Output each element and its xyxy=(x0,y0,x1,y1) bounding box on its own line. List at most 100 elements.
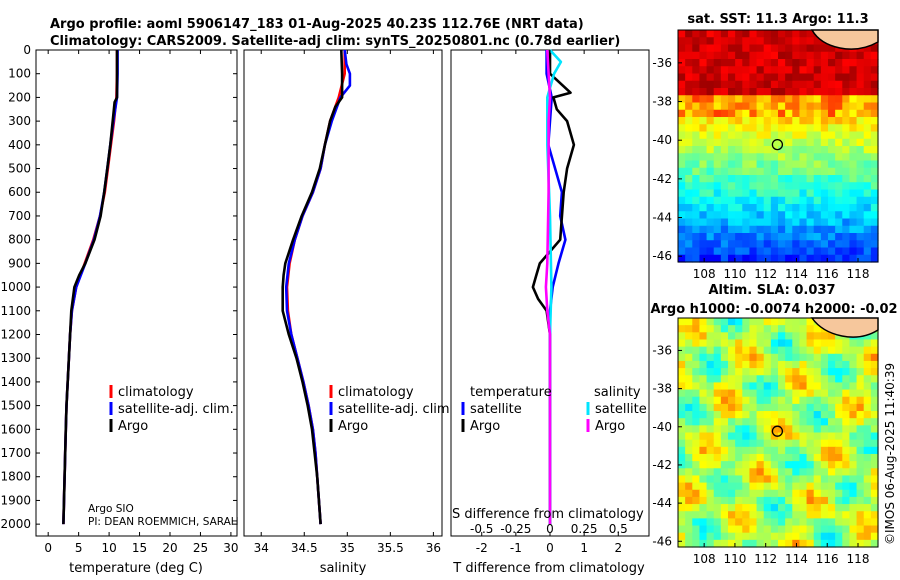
map-cell xyxy=(835,225,843,234)
map-cell xyxy=(856,453,865,462)
map-cell xyxy=(742,44,751,53)
map-cell xyxy=(706,389,715,398)
map-cell xyxy=(706,167,715,176)
map-cell xyxy=(749,418,758,426)
map-cell xyxy=(849,182,858,191)
map-cell xyxy=(735,375,743,384)
map-cell xyxy=(835,382,843,391)
temperature-axes-box xyxy=(35,49,238,537)
depth-tick-label: 0 xyxy=(23,43,31,57)
map-cell xyxy=(728,489,736,498)
map-cell xyxy=(692,95,701,104)
map-cell xyxy=(728,439,736,448)
map-cell xyxy=(813,160,822,169)
map-cell xyxy=(870,375,879,384)
map-cell xyxy=(785,360,793,369)
map-cell xyxy=(856,396,865,405)
map-cell xyxy=(706,375,715,384)
map-cell xyxy=(835,389,843,398)
map-cell xyxy=(692,218,701,227)
map-cell xyxy=(678,446,686,455)
map-cell xyxy=(863,511,872,519)
map-cell xyxy=(778,461,786,469)
map-cell xyxy=(785,124,793,133)
map-cell xyxy=(799,167,808,176)
x-tick-label: 10 xyxy=(101,541,116,555)
map-cell xyxy=(828,482,836,491)
depth-tick-label: 1600 xyxy=(0,422,31,436)
map-cell xyxy=(692,453,701,462)
difference-series xyxy=(531,49,576,525)
map-cell xyxy=(706,332,715,341)
map-cell xyxy=(713,539,722,548)
map-cell xyxy=(856,254,865,263)
map-cell xyxy=(749,411,758,419)
map-cell xyxy=(713,189,722,198)
map-cell xyxy=(728,182,736,191)
lat-tick-label: -42 xyxy=(652,458,672,472)
x-tick-label: 1 xyxy=(580,541,588,555)
map-cell xyxy=(792,318,801,326)
map-cell xyxy=(685,411,693,419)
map-cell xyxy=(706,453,715,462)
map-cell xyxy=(785,30,793,38)
map-cell xyxy=(763,461,772,469)
top-tick-label: 0.5 xyxy=(609,522,628,536)
map-cell xyxy=(713,425,722,434)
map-cell xyxy=(699,368,708,376)
map-cell xyxy=(706,182,715,191)
map-cell xyxy=(849,138,858,147)
lat-tick-label: -40 xyxy=(652,420,672,434)
depth-tick-label: 300 xyxy=(8,114,31,128)
map-cell xyxy=(778,175,786,183)
map-cell xyxy=(706,73,715,82)
map-cell xyxy=(849,403,858,412)
map-cell xyxy=(706,88,715,96)
map-cell xyxy=(792,403,801,412)
map-cell xyxy=(763,346,772,355)
map-cell xyxy=(792,489,801,498)
map-cell xyxy=(828,461,836,469)
depth-tick-label: 700 xyxy=(8,209,31,223)
map-cell xyxy=(678,73,686,82)
map-cell xyxy=(735,532,743,541)
map-cell xyxy=(856,95,865,104)
legend-satellite-label: satellite-adj. clim. xyxy=(118,402,234,417)
map-cell xyxy=(770,496,779,505)
map-cell xyxy=(685,66,693,75)
map-cell xyxy=(835,59,843,67)
map-cell xyxy=(778,189,786,198)
map-cell xyxy=(706,240,715,249)
map-cell xyxy=(735,204,743,212)
map-cell xyxy=(835,353,843,362)
map-cell xyxy=(706,204,715,212)
map-cell xyxy=(863,131,872,140)
map-cell xyxy=(692,339,701,348)
map-cell xyxy=(828,511,836,519)
map-cell xyxy=(749,511,758,519)
map-cell xyxy=(828,109,836,118)
map-cell xyxy=(720,453,729,462)
map-cell xyxy=(749,504,758,512)
depth-tick-label: 1500 xyxy=(0,399,31,413)
map-cell xyxy=(806,175,815,183)
map-cell xyxy=(856,59,865,67)
map-cell xyxy=(842,518,851,527)
map-cell xyxy=(792,468,801,477)
map-cell xyxy=(785,518,793,527)
map-cell xyxy=(856,160,865,169)
map-cell xyxy=(792,88,801,96)
map-cell xyxy=(735,518,743,527)
map-cell xyxy=(778,496,786,505)
map-cell xyxy=(720,240,729,249)
map-cell xyxy=(720,375,729,384)
map-cell xyxy=(713,109,722,118)
map-cell xyxy=(806,346,815,355)
map-cell xyxy=(835,138,843,147)
map-cell xyxy=(799,37,808,46)
map-cell xyxy=(706,233,715,241)
map-cell xyxy=(849,489,858,498)
map-cell xyxy=(806,446,815,455)
map-cell xyxy=(735,511,743,519)
map-cell xyxy=(820,233,829,241)
